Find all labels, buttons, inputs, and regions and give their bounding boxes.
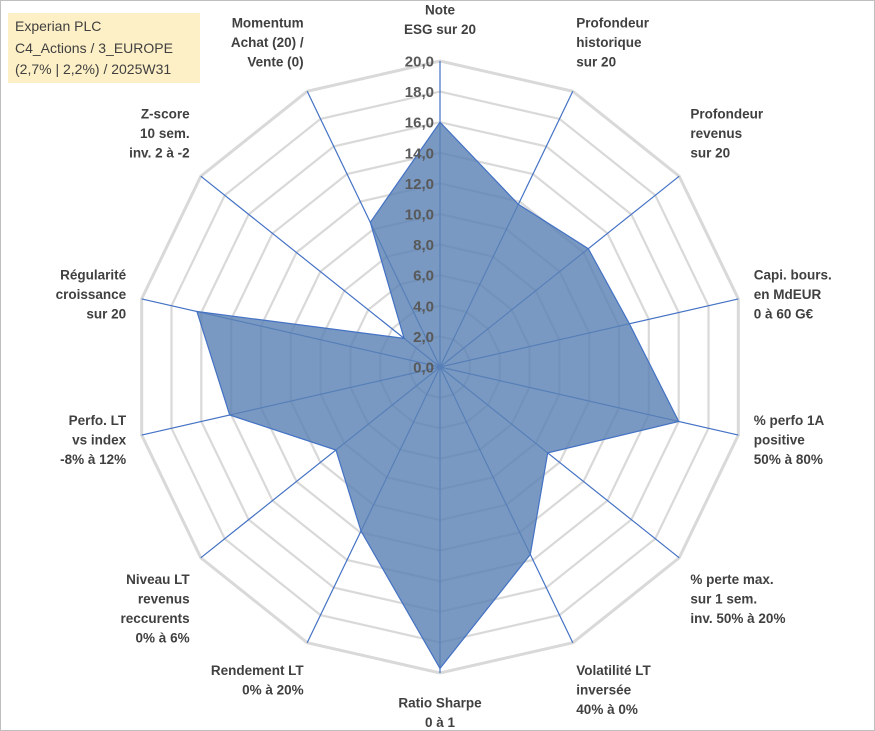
tick-label: 6,0	[413, 268, 434, 285]
axis-label-line: inversée	[576, 683, 631, 698]
axis-label-line: 40% à 0%	[576, 702, 638, 717]
tick-label: 2,0	[413, 329, 434, 346]
tick-label: 12,0	[405, 176, 434, 193]
axis-label-line: Perfo. LT	[69, 413, 127, 428]
chart-title-line-2: C4_Actions / 3_EUROPE	[15, 39, 173, 56]
axis-label-line: revenus	[690, 126, 742, 141]
axis-label-line: Régularité	[60, 267, 127, 282]
tick-label: 10,0	[405, 207, 434, 224]
axis-label-line: Volatilité LT	[576, 663, 651, 678]
axis-label-line: Z-score	[141, 107, 190, 122]
axis-label-line: Momentum	[232, 16, 304, 31]
axis-label-line: Niveau LT	[126, 572, 190, 587]
axis-label-line: Rendement LT	[211, 663, 305, 678]
chart-title-line-1: Experian PLC	[15, 18, 102, 34]
axis-label-line: 0% à 20%	[242, 683, 304, 698]
tick-label: 14,0	[405, 145, 434, 162]
axis-label-line: revenus	[138, 592, 190, 607]
tick-label: 4,0	[413, 298, 434, 315]
tick-label: 20,0	[405, 54, 434, 71]
axis-label-line: -8% à 12%	[60, 452, 126, 467]
axis-label-line: 0 à 60 G€	[754, 306, 814, 321]
series-area	[196, 121, 680, 670]
axis-label-line: croissance	[56, 287, 127, 302]
axis-spoke-12	[200, 175, 441, 368]
axis-label-line: Ratio Sharpe	[398, 696, 482, 711]
axis-label-line: inv. 2 à -2	[129, 146, 190, 161]
axis-label-line: 10 sem.	[140, 126, 190, 141]
axis-label-line: Capi. bours.	[754, 267, 832, 282]
tick-label: 8,0	[413, 237, 434, 254]
radar-tick-labels: 0,0 2,0 4,0 6,0 8,0 10,0 12,0 14,0 16,0 18,0 20,0	[405, 54, 434, 377]
axis-label-line: reccurents	[121, 611, 190, 626]
radar-axis-labels: Note ESG sur 20 Profondeur historique sur 20…	[56, 3, 832, 731]
axis-label-line: inv. 50% à 20%	[690, 611, 785, 626]
axis-label-line: 50% à 80%	[754, 452, 823, 467]
axis-label-line: % perte max.	[690, 572, 773, 587]
axis-label-line: positive	[754, 433, 806, 448]
axis-label-line: vs index	[72, 433, 127, 448]
axis-label-line: historique	[576, 35, 642, 50]
axis-label-line: Vente (0)	[247, 55, 303, 70]
axis-label-line: en MdEUR	[754, 287, 822, 302]
radar-series	[196, 121, 680, 670]
tick-label: 16,0	[405, 115, 434, 132]
axis-label-line: sur 20	[690, 146, 730, 161]
axis-label-line: Note	[425, 3, 455, 18]
axis-label-line: 0 à 1	[425, 715, 456, 730]
axis-label-line: Achat (20) /	[231, 35, 304, 50]
axis-label-line: sur 20	[86, 306, 126, 321]
axis-label-line: ESG sur 20	[404, 22, 476, 37]
axis-label-line: % perfo 1A	[754, 413, 825, 428]
tick-label: 18,0	[405, 84, 434, 101]
axis-label-line: sur 20	[576, 55, 616, 70]
chart-title-line-3: (2,7% | 2,2%) / 2025W31	[15, 61, 172, 77]
axis-label-line: sur 1 sem.	[690, 592, 757, 607]
tick-label: 0,0	[413, 360, 434, 377]
chart-title-box: Experian PLC C4_Actions / 3_EUROPE (2,7%…	[8, 13, 200, 83]
axis-label-line: Profondeur	[576, 16, 649, 31]
axis-label-line: Profondeur	[690, 107, 763, 122]
axis-label-line: 0% à 6%	[136, 631, 190, 646]
